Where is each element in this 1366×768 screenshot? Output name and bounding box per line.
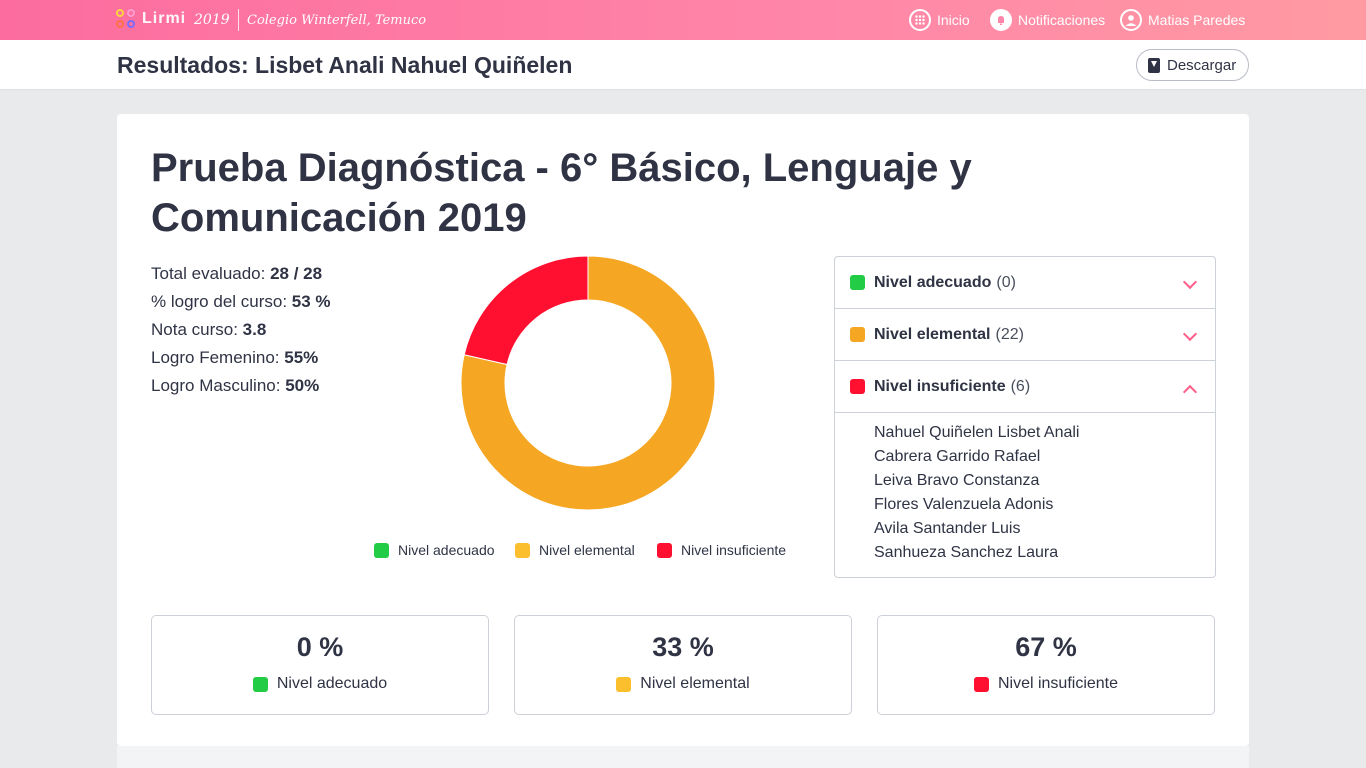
- stat-total: Total evaluado: 28 / 28: [151, 264, 323, 283]
- legend-label-insuficiente: Nivel insuficiente: [681, 542, 787, 558]
- school-name: Colegio Winterfell, Temuco: [247, 13, 427, 28]
- level-count-insuficiente: (6): [1010, 377, 1031, 395]
- summary-swatch-insuficiente: [973, 676, 989, 692]
- brand-name[interactable]: Lirmi: [142, 10, 187, 27]
- header-divider: [238, 9, 239, 31]
- download-label: Descargar: [1167, 56, 1237, 74]
- nav-inicio[interactable]: Inicio: [909, 0, 970, 40]
- lirmi-logo-icon[interactable]: [116, 9, 138, 31]
- stat-logro-femenino: Logro Femenino: 55%: [151, 348, 319, 367]
- donut-slice-elemental[interactable]: [460, 255, 716, 511]
- accordion-header-adecuado[interactable]: Nivel adecuado (0): [835, 257, 1215, 309]
- summary-label-adecuado: Nivel adecuado: [276, 675, 388, 692]
- year-label: 2019: [194, 12, 230, 28]
- summary-card-elemental: 33 % Nivel elemental: [514, 615, 852, 715]
- summary-value-adecuado: 0 %: [296, 632, 344, 662]
- summary-swatch-elemental: [616, 676, 632, 692]
- page-title: Resultados: Lisbet Anali Nahuel Quiñelen: [117, 52, 573, 78]
- legend-swatch-elemental: [515, 542, 530, 558]
- accordion-header-insuficiente[interactable]: Nivel insuficiente (6): [835, 361, 1215, 413]
- nav-notificaciones-label: Notificaciones: [1018, 12, 1106, 28]
- list-item: Leiva Bravo Constanza: [874, 472, 1040, 489]
- chevron-up-icon[interactable]: [1182, 384, 1198, 400]
- donut-slice-insuficiente[interactable]: [463, 255, 589, 366]
- summary-card-adecuado: 0 % Nivel adecuado: [151, 615, 489, 715]
- next-card-edge: [117, 746, 1249, 768]
- bell-icon: [990, 9, 1012, 31]
- nav-user-label: Matias Paredes: [1148, 12, 1246, 28]
- download-button[interactable]: Descargar: [1136, 49, 1249, 81]
- list-item: Sanhueza Sanchez Laura: [874, 544, 1059, 561]
- sub-header: Resultados: Lisbet Anali Nahuel Quiñelen…: [0, 40, 1366, 90]
- legend-item-adecuado[interactable]: Nivel adecuado: [374, 542, 495, 558]
- summary-swatch-adecuado: [252, 676, 268, 692]
- user-icon: [1120, 9, 1142, 31]
- download-icon: [1148, 57, 1160, 73]
- summary-value-insuficiente: 67 %: [1015, 632, 1077, 662]
- legend-label-adecuado: Nivel adecuado: [398, 542, 495, 558]
- chevron-down-icon[interactable]: [1182, 326, 1198, 342]
- level-name-insuficiente: Nivel insuficiente: [874, 377, 1006, 395]
- list-item: Nahuel Quiñelen Lisbet Anali: [874, 424, 1080, 441]
- legend-swatch-insuficiente: [657, 542, 672, 558]
- summary-label-elemental: Nivel elemental: [640, 675, 750, 692]
- level-name-elemental: Nivel elemental: [874, 325, 991, 343]
- top-bar: Lirmi 2019 Colegio Winterfell, Temuco In…: [0, 0, 1366, 40]
- summary-card-insuficiente: 67 % Nivel insuficiente: [877, 615, 1215, 715]
- stat-nota-curso: Nota curso: 3.8: [151, 320, 267, 339]
- levels-donut-chart[interactable]: [457, 252, 719, 514]
- level-swatch-adecuado: [850, 275, 865, 290]
- level-count-adecuado: (0): [996, 273, 1016, 291]
- test-title: Prueba Diagnóstica - 6° Básico, Lenguaje…: [151, 146, 972, 240]
- level-swatch-elemental: [850, 327, 865, 342]
- course-stats: Total evaluado: 28 / 28 % logro del curs…: [151, 260, 331, 400]
- list-item: Avila Santander Luis: [874, 520, 1021, 537]
- nav-inicio-label: Inicio: [937, 12, 970, 28]
- levels-accordion: Nivel adecuado (0) Nivel elemental (22) …: [834, 256, 1216, 578]
- stat-logro-curso: % logro del curso: 53 %: [151, 292, 331, 311]
- list-item: Cabrera Garrido Rafael: [874, 448, 1041, 465]
- chevron-down-icon[interactable]: [1182, 274, 1198, 290]
- legend-label-elemental: Nivel elemental: [539, 542, 635, 558]
- summary-value-elemental: 33 %: [652, 632, 714, 662]
- level-swatch-insuficiente: [850, 379, 865, 394]
- level-name-adecuado: Nivel adecuado: [874, 273, 992, 291]
- legend-item-elemental[interactable]: Nivel elemental: [515, 542, 635, 558]
- student-list-insuficiente: Nahuel Quiñelen Lisbet Anali Cabrera Gar…: [874, 421, 1079, 565]
- stat-logro-masculino: Logro Masculino: 50%: [151, 376, 320, 395]
- grid-icon: [909, 9, 931, 31]
- legend-item-insuficiente[interactable]: Nivel insuficiente: [657, 542, 786, 558]
- accordion-header-elemental[interactable]: Nivel elemental (22): [835, 309, 1215, 361]
- legend-swatch-adecuado: [374, 542, 389, 558]
- nav-user[interactable]: Matias Paredes: [1120, 0, 1245, 40]
- list-item: Flores Valenzuela Adonis: [874, 496, 1054, 513]
- summary-label-row-insuficiente: Nivel insuficiente: [878, 675, 1214, 693]
- nav-notificaciones[interactable]: Notificaciones: [990, 0, 1105, 40]
- level-count-elemental: (22): [995, 325, 1024, 343]
- summary-label-row-adecuado: Nivel adecuado: [152, 675, 488, 693]
- summary-label-row-elemental: Nivel elemental: [515, 675, 851, 693]
- summary-label-insuficiente: Nivel insuficiente: [997, 675, 1119, 692]
